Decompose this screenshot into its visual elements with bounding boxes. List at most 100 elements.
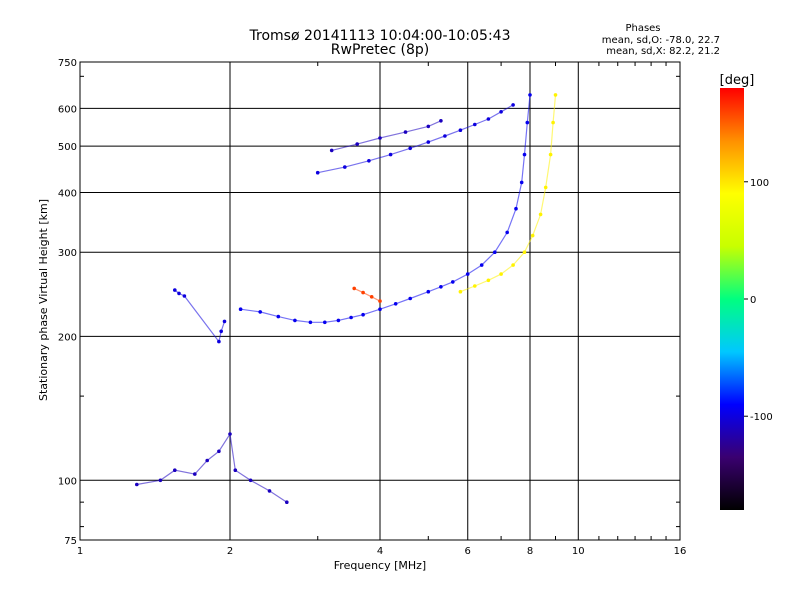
data-point-o_lower_F <box>522 152 527 157</box>
data-point-o_upper_F <box>458 128 463 132</box>
colorbar-fill <box>720 88 744 510</box>
data-point-x_lower_F <box>486 278 491 283</box>
data-point-o_lower_F <box>439 285 443 289</box>
y-tick-label: 300 <box>58 248 77 259</box>
data-point-o_lower_F <box>361 312 365 317</box>
data-point-oblique_1_7 <box>222 319 227 324</box>
data-point-x_lower_F <box>511 263 515 267</box>
y-tick-label: 750 <box>58 58 77 69</box>
data-point-oblique_1_7 <box>173 288 177 292</box>
data-point-red_segment <box>361 290 365 295</box>
data-point-o_upper_F <box>511 103 515 107</box>
plot-area: 1 2 4 6 8 10 16 75 100 200 300 400 500 600 750 <box>58 58 686 557</box>
x-tick-label: 10 <box>572 546 585 557</box>
chart-title: Tromsø 20141113 10:04:00-10:05:43 <box>249 28 511 44</box>
x-tick-label: 1 <box>77 546 83 557</box>
x-tick-label: 6 <box>465 546 471 557</box>
data-point-o_lower_F <box>528 93 532 97</box>
data-point-o_lower_F <box>308 320 313 325</box>
data-point-oblique_1_7 <box>177 291 181 296</box>
data-point-o_lower_F <box>408 296 413 301</box>
data-series-group <box>135 93 558 505</box>
data-point-o_upper_F <box>367 159 371 163</box>
chart-subtitle: RwPretec (8p) <box>331 42 429 58</box>
data-point-o_lower_F <box>426 289 431 294</box>
data-point-oblique_1_7 <box>217 339 221 344</box>
data-point-red_segment <box>378 299 382 303</box>
colorbar-tick-label: 0 <box>750 295 756 306</box>
trace-line-red_segment <box>353 287 381 302</box>
data-point-o_upper_F2 <box>329 148 334 153</box>
data-point-es_spread <box>233 468 238 473</box>
data-point-o_upper_F <box>315 170 320 175</box>
data-point-o_lower_F <box>451 280 455 284</box>
trace-line-o_upper_F2 <box>331 120 442 151</box>
data-point-o_upper_F <box>499 110 503 114</box>
data-point-o_lower_F <box>349 315 353 320</box>
data-point-o_lower_F <box>505 230 510 235</box>
stats-x-line: mean, sd,X: 82.2, 21.2 <box>606 46 720 57</box>
colorbar: 100 0 -100 <box>720 88 773 510</box>
data-point-o_upper_F <box>443 134 447 138</box>
data-point-es_spread <box>267 489 272 493</box>
data-point-es_spread <box>173 468 177 473</box>
data-point-es_spread <box>158 478 163 483</box>
data-point-red_segment <box>352 286 357 291</box>
data-point-x_lower_F <box>530 233 535 238</box>
x-tick-label: 4 <box>377 546 383 557</box>
colorbar-tick-label: -100 <box>750 412 773 423</box>
data-point-es_spread <box>135 482 139 487</box>
data-point-es_spread <box>228 432 232 436</box>
data-point-x_lower_F <box>499 272 503 276</box>
data-point-o_lower_F <box>519 180 524 185</box>
x-tick-label: 2 <box>227 546 233 557</box>
data-point-o_lower_F <box>293 318 297 323</box>
data-point-o_lower_F <box>336 318 341 323</box>
y-tick-label: 400 <box>58 188 77 199</box>
data-point-o_upper_F2 <box>426 124 431 129</box>
data-point-oblique_1_7 <box>219 329 223 334</box>
plot-frame <box>79 61 681 541</box>
y-tick-label: 75 <box>64 536 77 547</box>
data-point-o_upper_F <box>486 117 491 121</box>
data-point-o_lower_F <box>493 250 497 254</box>
data-point-es_spread <box>205 458 209 463</box>
data-point-o_upper_F <box>388 152 393 157</box>
data-point-o_upper_F2 <box>403 130 408 134</box>
data-point-x_lower_F <box>538 212 543 217</box>
data-point-x_lower_F <box>473 284 477 288</box>
trace-line-o_lower_F <box>240 94 531 323</box>
colorbar-label: [deg] <box>720 73 755 88</box>
y-axis-label: Stationary phase Virtual Height [km] <box>37 199 50 401</box>
y-tick-label: 500 <box>58 142 77 153</box>
y-tick-label: 600 <box>58 104 77 115</box>
trace-line-x_lower_F <box>460 94 557 293</box>
data-point-es_spread <box>248 478 253 483</box>
data-point-x_lower_F <box>548 152 553 157</box>
data-point-es_spread <box>285 500 289 505</box>
data-point-o_upper_F <box>426 140 431 144</box>
x-tick-label: 8 <box>527 546 533 557</box>
data-point-o_lower_F <box>479 263 484 267</box>
data-point-o_lower_F <box>378 307 382 312</box>
data-point-o_upper_F2 <box>355 142 360 146</box>
data-point-o_upper_F <box>473 122 477 127</box>
trace-line-o_upper_F <box>317 104 514 174</box>
data-point-x_lower_F <box>551 120 555 125</box>
data-point-oblique_1_7 <box>182 294 187 298</box>
x-tick-label: 16 <box>674 546 687 557</box>
colorbar-tick-label: 100 <box>750 178 769 189</box>
data-point-o_lower_F <box>525 120 530 125</box>
data-point-x_lower_F <box>522 250 527 254</box>
data-point-o_upper_F <box>408 146 413 151</box>
data-point-o_lower_F <box>276 314 281 319</box>
data-point-o_lower_F <box>393 302 398 306</box>
data-point-o_lower_F <box>258 310 263 314</box>
data-point-es_spread <box>193 472 197 476</box>
data-point-es_spread <box>217 449 221 454</box>
data-point-o_lower_F <box>465 272 470 276</box>
stats-header: Phases <box>625 23 660 34</box>
data-point-red_segment <box>369 295 374 299</box>
stats-o-line: mean, sd,O: -78.0, 22.7 <box>602 35 720 46</box>
